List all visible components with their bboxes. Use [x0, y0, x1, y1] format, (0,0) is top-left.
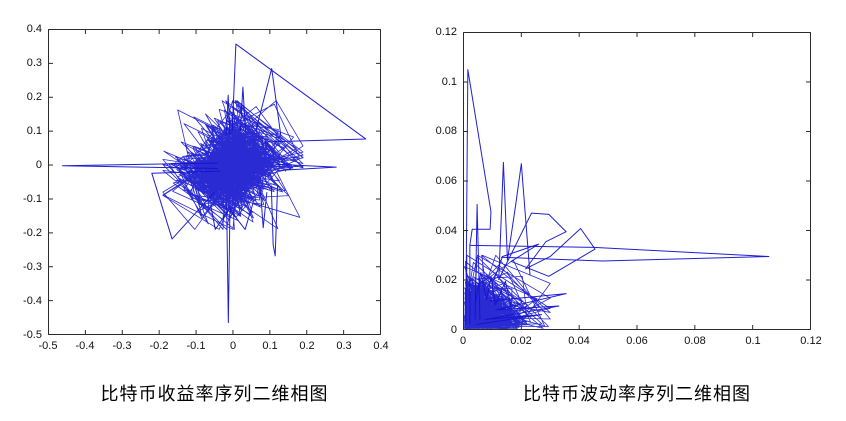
y-tick-label: 0.1	[26, 124, 42, 137]
y-tick-label: 0.1	[441, 75, 457, 88]
y-tick-label: -0.3	[23, 261, 42, 273]
x-tick-label: -0.1	[186, 340, 206, 352]
x-tick-label: 0	[229, 340, 237, 352]
x-tick-label: -0.2	[149, 340, 169, 352]
x-tick-label: -0.5	[38, 340, 58, 352]
y-tick-label: -0.5	[23, 329, 42, 341]
x-tick-label: 0.2	[299, 340, 315, 352]
x-tick-label: 0.02	[510, 335, 532, 347]
x-tick-label: 0.4	[373, 340, 389, 352]
x-tick-label: -0.3	[112, 340, 132, 352]
volatility-plot-title: 比特币波动率序列二维相图	[523, 384, 751, 404]
x-tick-label: 0.08	[684, 335, 706, 347]
x-tick-label: 0.06	[626, 335, 648, 347]
y-tick-label: 0	[35, 158, 42, 171]
x-tick-label: -0.4	[75, 340, 95, 352]
y-tick-label: -0.1	[23, 193, 42, 205]
y-tick-label: 0.02	[435, 274, 457, 287]
x-tick-label: 0.1	[745, 335, 761, 347]
y-tick-label: 0.06	[435, 175, 457, 187]
y-tick-label: 0.3	[26, 56, 42, 69]
x-tick-label: 0	[459, 335, 467, 347]
returns-phase-plot: 0.4 0.3 0.2 0.1 0 -0.1 -0.2 -0.3 -0.4 -0…	[23, 23, 389, 352]
y-tick-label: -0.4	[23, 295, 42, 307]
returns-phase-canvas	[48, 29, 381, 335]
x-tick-label: 0.12	[800, 335, 822, 347]
y-tick-label: 0.12	[435, 26, 457, 38]
y-tick-label: 0.4	[26, 23, 42, 35]
volatility-phase-plot: 0.12 0.1 0.08 0.06 0.04 0.02 0 0 0.02 0.…	[436, 26, 822, 347]
x-tick-label: 0.1	[262, 340, 278, 352]
x-tick-label: 0.3	[336, 340, 352, 352]
x-tick-label: 0.04	[568, 335, 590, 347]
y-tick-label: 0.08	[435, 125, 457, 138]
volatility-phase-canvas	[463, 32, 811, 330]
y-tick-label: 0.2	[26, 90, 42, 103]
y-tick-label: 0	[450, 324, 457, 336]
y-tick-label: 0.04	[435, 224, 457, 237]
y-tick-label: -0.2	[23, 227, 42, 239]
returns-plot-title: 比特币收益率序列二维相图	[100, 384, 329, 404]
